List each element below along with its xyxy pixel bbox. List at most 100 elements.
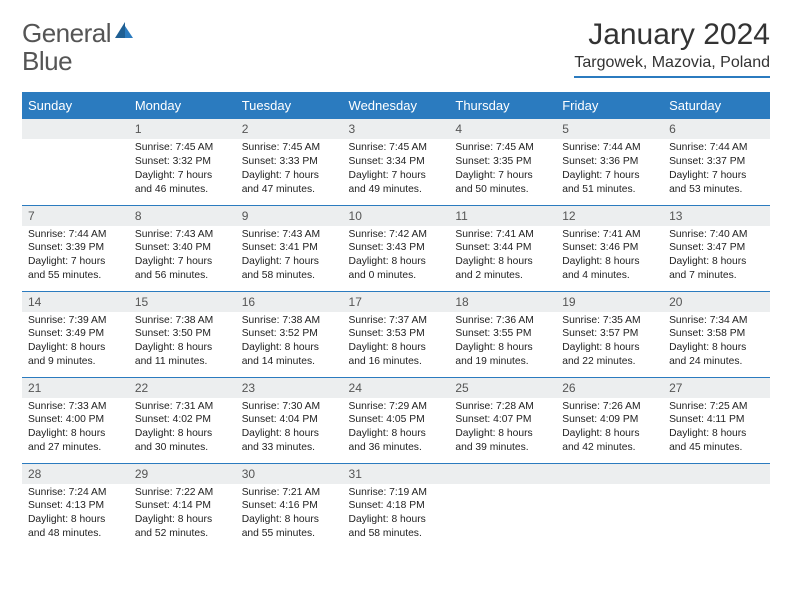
cell-body: Sunrise: 7:22 AMSunset: 4:14 PMDaylight:… <box>129 484 236 546</box>
sunset-text: Sunset: 3:58 PM <box>669 327 764 341</box>
cell-body: Sunrise: 7:45 AMSunset: 3:32 PMDaylight:… <box>129 139 236 201</box>
day-number: 28 <box>22 464 129 484</box>
calendar-cell: 16Sunrise: 7:38 AMSunset: 3:52 PMDayligh… <box>236 291 343 377</box>
sunrise-text: Sunrise: 7:39 AM <box>28 314 123 328</box>
day-number <box>556 464 663 484</box>
sunset-text: Sunset: 4:05 PM <box>349 413 444 427</box>
calendar-row: 21Sunrise: 7:33 AMSunset: 4:00 PMDayligh… <box>22 377 770 463</box>
sunrise-text: Sunrise: 7:31 AM <box>135 400 230 414</box>
weekday-header: Thursday <box>449 92 556 119</box>
cell-body: Sunrise: 7:38 AMSunset: 3:52 PMDaylight:… <box>236 312 343 374</box>
sunset-text: Sunset: 4:02 PM <box>135 413 230 427</box>
daylight-text: Daylight: 8 hours and 48 minutes. <box>28 513 123 541</box>
daylight-text: Daylight: 8 hours and 2 minutes. <box>455 255 550 283</box>
calendar-cell <box>449 463 556 549</box>
daylight-text: Daylight: 8 hours and 22 minutes. <box>562 341 657 369</box>
sunrise-text: Sunrise: 7:44 AM <box>28 228 123 242</box>
day-number: 11 <box>449 206 556 226</box>
calendar-cell: 18Sunrise: 7:36 AMSunset: 3:55 PMDayligh… <box>449 291 556 377</box>
calendar-cell <box>22 119 129 205</box>
day-number: 9 <box>236 206 343 226</box>
title-block: January 2024 Targowek, Mazovia, Poland <box>574 18 770 78</box>
calendar-cell: 4Sunrise: 7:45 AMSunset: 3:35 PMDaylight… <box>449 119 556 205</box>
sunset-text: Sunset: 3:33 PM <box>242 155 337 169</box>
sunset-text: Sunset: 4:13 PM <box>28 499 123 513</box>
calendar-cell: 21Sunrise: 7:33 AMSunset: 4:00 PMDayligh… <box>22 377 129 463</box>
day-number: 18 <box>449 292 556 312</box>
cell-body: Sunrise: 7:35 AMSunset: 3:57 PMDaylight:… <box>556 312 663 374</box>
sunrise-text: Sunrise: 7:19 AM <box>349 486 444 500</box>
sunset-text: Sunset: 3:40 PM <box>135 241 230 255</box>
calendar-row: 1Sunrise: 7:45 AMSunset: 3:32 PMDaylight… <box>22 119 770 205</box>
sunset-text: Sunset: 4:14 PM <box>135 499 230 513</box>
sunrise-text: Sunrise: 7:37 AM <box>349 314 444 328</box>
day-number: 22 <box>129 378 236 398</box>
cell-body: Sunrise: 7:25 AMSunset: 4:11 PMDaylight:… <box>663 398 770 460</box>
daylight-text: Daylight: 8 hours and 58 minutes. <box>349 513 444 541</box>
day-number: 6 <box>663 119 770 139</box>
sunrise-text: Sunrise: 7:34 AM <box>669 314 764 328</box>
calendar-cell: 29Sunrise: 7:22 AMSunset: 4:14 PMDayligh… <box>129 463 236 549</box>
calendar-cell: 30Sunrise: 7:21 AMSunset: 4:16 PMDayligh… <box>236 463 343 549</box>
cell-body: Sunrise: 7:36 AMSunset: 3:55 PMDaylight:… <box>449 312 556 374</box>
daylight-text: Daylight: 8 hours and 24 minutes. <box>669 341 764 369</box>
day-number: 23 <box>236 378 343 398</box>
daylight-text: Daylight: 7 hours and 50 minutes. <box>455 169 550 197</box>
calendar-cell: 25Sunrise: 7:28 AMSunset: 4:07 PMDayligh… <box>449 377 556 463</box>
daylight-text: Daylight: 8 hours and 4 minutes. <box>562 255 657 283</box>
brand-logo: General <box>22 18 137 49</box>
calendar-cell: 1Sunrise: 7:45 AMSunset: 3:32 PMDaylight… <box>129 119 236 205</box>
daylight-text: Daylight: 8 hours and 19 minutes. <box>455 341 550 369</box>
calendar-cell: 8Sunrise: 7:43 AMSunset: 3:40 PMDaylight… <box>129 205 236 291</box>
day-number: 3 <box>343 119 450 139</box>
calendar-row: 14Sunrise: 7:39 AMSunset: 3:49 PMDayligh… <box>22 291 770 377</box>
sunrise-text: Sunrise: 7:33 AM <box>28 400 123 414</box>
sunrise-text: Sunrise: 7:45 AM <box>135 141 230 155</box>
sunset-text: Sunset: 3:49 PM <box>28 327 123 341</box>
sunrise-text: Sunrise: 7:43 AM <box>242 228 337 242</box>
daylight-text: Daylight: 7 hours and 51 minutes. <box>562 169 657 197</box>
day-number <box>449 464 556 484</box>
cell-body: Sunrise: 7:26 AMSunset: 4:09 PMDaylight:… <box>556 398 663 460</box>
sunset-text: Sunset: 4:07 PM <box>455 413 550 427</box>
day-number: 30 <box>236 464 343 484</box>
cell-body: Sunrise: 7:19 AMSunset: 4:18 PMDaylight:… <box>343 484 450 546</box>
month-title: January 2024 <box>574 18 770 52</box>
sunrise-text: Sunrise: 7:26 AM <box>562 400 657 414</box>
sunrise-text: Sunrise: 7:21 AM <box>242 486 337 500</box>
calendar-cell: 3Sunrise: 7:45 AMSunset: 3:34 PMDaylight… <box>343 119 450 205</box>
calendar-table: SundayMondayTuesdayWednesdayThursdayFrid… <box>22 92 770 549</box>
day-number: 19 <box>556 292 663 312</box>
sunrise-text: Sunrise: 7:41 AM <box>455 228 550 242</box>
sunrise-text: Sunrise: 7:25 AM <box>669 400 764 414</box>
location-text: Targowek, Mazovia, Poland <box>574 54 770 78</box>
day-number: 29 <box>129 464 236 484</box>
day-number: 4 <box>449 119 556 139</box>
brand-word1: General <box>22 18 111 49</box>
day-number: 15 <box>129 292 236 312</box>
sunrise-text: Sunrise: 7:44 AM <box>562 141 657 155</box>
cell-body: Sunrise: 7:43 AMSunset: 3:41 PMDaylight:… <box>236 226 343 288</box>
calendar-cell: 26Sunrise: 7:26 AMSunset: 4:09 PMDayligh… <box>556 377 663 463</box>
calendar-cell <box>663 463 770 549</box>
calendar-cell: 23Sunrise: 7:30 AMSunset: 4:04 PMDayligh… <box>236 377 343 463</box>
calendar-cell: 10Sunrise: 7:42 AMSunset: 3:43 PMDayligh… <box>343 205 450 291</box>
weekday-header: Tuesday <box>236 92 343 119</box>
day-number: 20 <box>663 292 770 312</box>
calendar-cell: 27Sunrise: 7:25 AMSunset: 4:11 PMDayligh… <box>663 377 770 463</box>
calendar-cell: 19Sunrise: 7:35 AMSunset: 3:57 PMDayligh… <box>556 291 663 377</box>
daylight-text: Daylight: 8 hours and 0 minutes. <box>349 255 444 283</box>
daylight-text: Daylight: 8 hours and 27 minutes. <box>28 427 123 455</box>
sunset-text: Sunset: 3:41 PM <box>242 241 337 255</box>
daylight-text: Daylight: 7 hours and 53 minutes. <box>669 169 764 197</box>
cell-body: Sunrise: 7:42 AMSunset: 3:43 PMDaylight:… <box>343 226 450 288</box>
weekday-header: Monday <box>129 92 236 119</box>
calendar-cell: 24Sunrise: 7:29 AMSunset: 4:05 PMDayligh… <box>343 377 450 463</box>
sunset-text: Sunset: 3:32 PM <box>135 155 230 169</box>
sunrise-text: Sunrise: 7:42 AM <box>349 228 444 242</box>
daylight-text: Daylight: 8 hours and 30 minutes. <box>135 427 230 455</box>
sunset-text: Sunset: 4:04 PM <box>242 413 337 427</box>
calendar-cell: 11Sunrise: 7:41 AMSunset: 3:44 PMDayligh… <box>449 205 556 291</box>
calendar-cell: 7Sunrise: 7:44 AMSunset: 3:39 PMDaylight… <box>22 205 129 291</box>
calendar-cell: 31Sunrise: 7:19 AMSunset: 4:18 PMDayligh… <box>343 463 450 549</box>
